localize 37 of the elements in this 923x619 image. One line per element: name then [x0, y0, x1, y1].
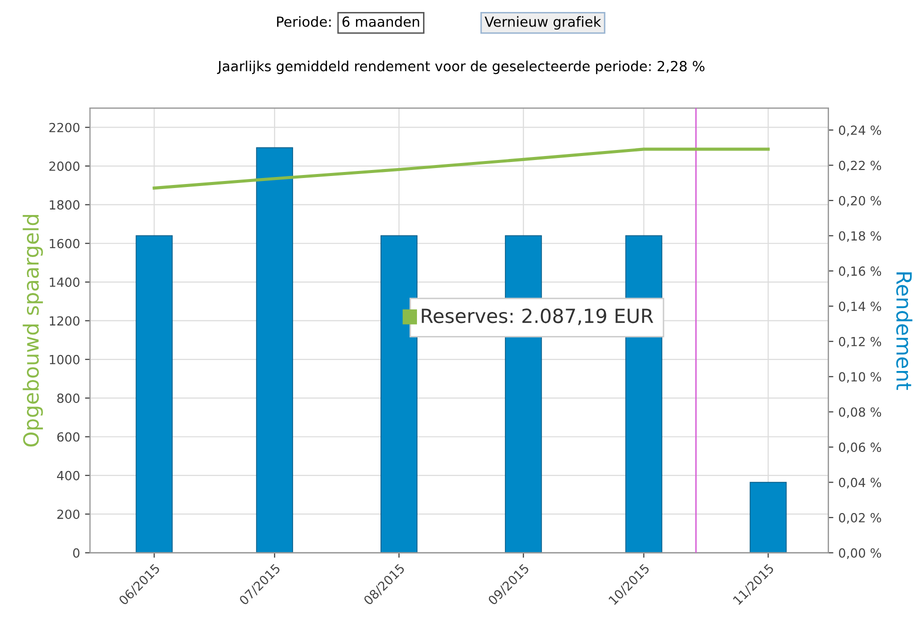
- y-tick-label: 600: [57, 432, 80, 442]
- y2-tick-label: 0,20 %: [838, 196, 882, 207]
- y-tick-label: 2200: [49, 122, 80, 132]
- y-tick-label: 1200: [50, 316, 80, 326]
- y2-axis-title: Rendement: [896, 272, 912, 390]
- text: 6 maanden: [342, 16, 420, 27]
- y-tick-label: 400: [57, 470, 80, 480]
- y2-tick-label: 0,16 %: [838, 266, 882, 278]
- y2-tick-label: 0,22 %: [838, 160, 882, 172]
- y2-tick-label: 0,18 %: [838, 231, 882, 242]
- bar: [136, 235, 173, 553]
- line-series: [152, 148, 770, 190]
- bar: [750, 482, 787, 553]
- y-tick-label: 0: [73, 548, 80, 558]
- y2-tick-label: 0,00 %: [838, 548, 882, 559]
- chart-title: Jaarlijks gemiddeld rendement voor de geselecteerde periode: 2,28 %: [217, 60, 704, 74]
- y-tick-label: 2000: [49, 162, 80, 171]
- y2-tick-label: 0,04 %: [838, 478, 882, 489]
- bar: [256, 147, 294, 553]
- text: Vernieuw grafiek: [484, 16, 602, 30]
- y-tick-label: 1000: [50, 354, 80, 364]
- bar: [380, 235, 418, 553]
- annotation: Reserves: 2.087,19 EUR: [422, 308, 654, 326]
- y2-tick-label: 0,08 %: [838, 407, 882, 418]
- y2-tick-label: 0,14 %: [838, 302, 882, 312]
- y-tick-label: 800: [57, 394, 80, 403]
- y2-tick-label: 0,12 %: [838, 336, 882, 348]
- y-tick-label: 1800: [50, 200, 80, 210]
- y-tick-label: 1600: [50, 238, 80, 248]
- text: Periode:: [277, 16, 331, 27]
- y2-tick-label: 0,24 %: [838, 126, 882, 136]
- y-tick-label: 1400: [50, 278, 80, 287]
- y-axis-title: Opgebouwd spaargeld: [22, 214, 43, 447]
- y-tick-label: 200: [57, 510, 80, 520]
- y2-tick-label: 0,06 %: [838, 442, 882, 454]
- y2-tick-label: 0,02 %: [838, 513, 882, 524]
- y2-tick-label: 0,10 %: [838, 372, 882, 383]
